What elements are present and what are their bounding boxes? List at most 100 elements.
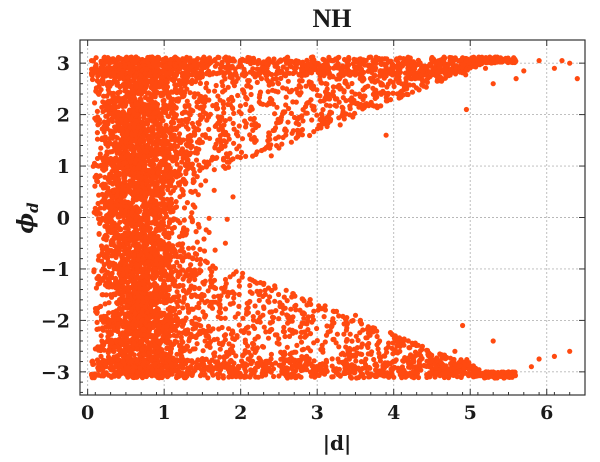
scatter-point	[118, 340, 124, 346]
scatter-point	[138, 231, 144, 237]
scatter-point	[102, 301, 108, 307]
scatter-point	[155, 233, 161, 240]
scatter-point	[197, 246, 203, 252]
scatter-point	[277, 300, 283, 306]
scatter-point	[177, 282, 183, 288]
scatter-point	[180, 188, 186, 194]
scatter-point	[180, 137, 186, 143]
scatter-point	[189, 219, 195, 225]
scatter-point	[194, 239, 200, 245]
scatter-point	[352, 312, 359, 318]
scatter-point	[196, 285, 202, 291]
scatter-point	[106, 317, 112, 323]
scatter-point	[336, 115, 342, 121]
scatter-point	[123, 187, 129, 193]
scatter-point	[243, 124, 249, 130]
scatter-point	[257, 92, 263, 98]
scatter-point	[521, 68, 527, 74]
scatter-point	[181, 205, 188, 211]
scatter-point	[99, 268, 105, 274]
scatter-point	[125, 168, 131, 174]
scatter-point	[180, 305, 186, 311]
scatter-point	[298, 339, 305, 345]
scatter-point	[212, 247, 218, 253]
scatter-point	[143, 216, 149, 222]
scatter-point	[211, 337, 217, 343]
scatter-point	[121, 286, 127, 292]
scatter-point	[297, 334, 303, 340]
scatter-point	[272, 111, 278, 117]
scatter-point	[173, 174, 180, 180]
scatter-point	[133, 84, 139, 90]
scatter-point	[117, 235, 123, 241]
scatter-point	[109, 238, 115, 244]
scatter-point	[166, 235, 172, 241]
scatter-point	[152, 282, 159, 288]
scatter-point	[225, 293, 231, 299]
scatter-point	[124, 303, 130, 309]
scatter-point	[186, 254, 192, 260]
scatter-point	[271, 373, 277, 380]
scatter-point	[182, 103, 188, 109]
scatter-point	[314, 112, 320, 118]
scatter-point	[460, 322, 466, 329]
scatter-point	[94, 155, 101, 162]
scatter-point	[319, 306, 325, 312]
scatter-point	[222, 284, 228, 290]
scatter-point	[112, 95, 118, 101]
scatter-point	[129, 209, 135, 215]
scatter-point	[240, 315, 246, 321]
scatter-point	[246, 349, 252, 355]
scatter-point	[107, 179, 113, 185]
scatter-point	[118, 171, 124, 177]
scatter-point	[126, 215, 132, 222]
scatter-point	[255, 310, 261, 316]
scatter-point	[175, 274, 181, 280]
scatter-point	[127, 144, 133, 150]
scatter-point	[217, 346, 223, 352]
scatter-point	[137, 219, 143, 225]
scatter-point	[305, 345, 311, 351]
scatter-point	[248, 136, 254, 142]
scatter-point	[163, 167, 169, 173]
scatter-point	[100, 327, 106, 333]
scatter-point	[236, 283, 242, 289]
scatter-point	[94, 209, 101, 215]
scatter-point	[131, 252, 137, 258]
scatter-point	[329, 356, 335, 362]
scatter-point	[153, 312, 160, 318]
scatter-point	[143, 128, 149, 135]
scatter-point	[349, 338, 355, 344]
scatter-point	[102, 135, 108, 142]
scatter-point	[282, 333, 288, 340]
scatter-point	[153, 91, 159, 97]
scatter-point	[190, 245, 196, 251]
scatter-point	[194, 256, 200, 263]
scatter-point	[337, 122, 343, 128]
scatter-point	[202, 258, 208, 264]
scatter-point	[122, 237, 128, 243]
scatter-point	[99, 292, 105, 298]
scatter-point	[276, 291, 282, 298]
scatter-point	[176, 182, 182, 188]
scatter-point	[153, 251, 160, 257]
scatter-point	[170, 208, 176, 215]
scatter-point	[184, 98, 190, 104]
scatter-point	[567, 348, 573, 354]
scatter-point	[195, 192, 201, 198]
scatter-point	[190, 202, 196, 208]
scatter-point	[111, 348, 117, 354]
scatter-point	[115, 202, 121, 208]
scatter-point	[113, 279, 119, 285]
scatter-point	[231, 110, 237, 116]
scatter-point	[103, 233, 109, 239]
scatter-point	[179, 323, 185, 329]
scatter-point	[224, 216, 230, 222]
scatter-point	[140, 134, 147, 140]
scatter-point	[158, 93, 164, 99]
scatter-point	[171, 120, 177, 126]
scatter-point	[190, 346, 196, 352]
scatter-point	[136, 209, 142, 215]
scatter-point	[176, 330, 182, 336]
